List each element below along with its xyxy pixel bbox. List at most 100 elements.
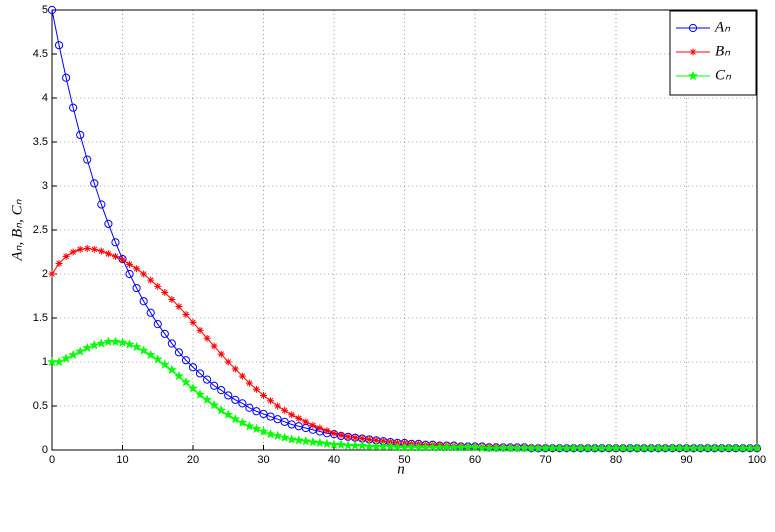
marker: [223, 409, 234, 420]
marker: [265, 428, 276, 439]
marker: [146, 308, 155, 317]
marker: [189, 318, 197, 326]
marker: [469, 442, 481, 452]
x-tick-label: 20: [187, 454, 199, 466]
marker: [139, 297, 148, 306]
marker: [188, 363, 198, 372]
marker: [337, 431, 345, 439]
legend-label: Cₙ: [715, 67, 732, 83]
marker: [365, 435, 373, 443]
marker: [111, 238, 120, 247]
marker: [344, 433, 352, 441]
marker: [147, 276, 155, 284]
marker: [252, 407, 261, 416]
y-tick-label: 1: [42, 356, 48, 368]
marker: [104, 250, 112, 258]
marker: [53, 356, 65, 367]
marker: [174, 348, 183, 357]
marker: [385, 441, 396, 451]
marker: [160, 329, 169, 338]
marker: [203, 375, 212, 384]
x-tick-label: 60: [469, 454, 481, 466]
marker: [295, 414, 303, 422]
marker: [76, 130, 85, 140]
marker: [90, 245, 98, 253]
marker: [173, 370, 184, 381]
x-tick-label: 40: [328, 454, 340, 466]
marker: [159, 359, 170, 369]
marker: [280, 417, 289, 426]
y-tick-label: 3.5: [33, 136, 48, 148]
marker: [161, 288, 169, 296]
legend-box: [669, 10, 757, 96]
marker: [237, 417, 248, 428]
x-tick-label: 100: [748, 454, 766, 466]
marker: [48, 270, 56, 278]
x-tick-label: 10: [116, 454, 128, 466]
marker: [152, 354, 163, 364]
marker: [302, 418, 310, 426]
x-tick-label: 90: [680, 454, 692, 466]
marker: [307, 436, 318, 447]
marker: [216, 405, 227, 415]
marker: [104, 219, 113, 228]
marker: [61, 353, 72, 363]
marker: [258, 426, 269, 436]
marker: [75, 346, 86, 356]
y-tick-label: 1.5: [33, 312, 48, 324]
x-axis-label: n: [397, 461, 405, 477]
marker: [358, 435, 366, 443]
marker: [111, 252, 119, 260]
marker: [224, 391, 233, 400]
marker: [273, 415, 282, 424]
marker: [76, 245, 84, 253]
marker: [97, 200, 106, 209]
marker: [357, 440, 368, 450]
marker: [238, 399, 247, 408]
marker: [351, 434, 359, 442]
marker: [167, 339, 176, 348]
y-tick-label: 0.5: [33, 400, 48, 412]
marker: [259, 409, 268, 419]
marker: [286, 434, 297, 444]
marker: [68, 349, 79, 360]
marker: [335, 439, 347, 450]
marker: [267, 397, 275, 405]
marker: [62, 73, 71, 82]
legend-marker: [687, 70, 699, 81]
marker: [154, 282, 162, 290]
y-tick-label: 2.5: [33, 224, 48, 236]
marker: [314, 437, 325, 448]
legend-label: Aₙ: [714, 19, 731, 35]
marker: [69, 248, 77, 256]
marker: [82, 342, 93, 353]
y-axis-label: Aₙ, Bₙ, Cₙ: [9, 198, 25, 261]
marker: [274, 402, 282, 410]
marker: [140, 270, 148, 278]
y-tick-label: 3: [42, 180, 48, 192]
marker: [187, 383, 199, 393]
marker: [300, 435, 311, 446]
marker: [180, 376, 192, 387]
marker: [293, 434, 304, 445]
marker: [288, 411, 296, 419]
marker: [126, 260, 134, 268]
legend-marker: [688, 23, 698, 33]
marker: [89, 339, 100, 350]
marker: [279, 432, 290, 442]
marker: [251, 423, 262, 434]
marker: [131, 341, 142, 352]
marker: [69, 103, 78, 112]
x-tick-label: 50: [398, 454, 410, 466]
marker: [231, 365, 239, 373]
marker: [321, 438, 333, 449]
marker: [238, 372, 246, 380]
marker: [110, 336, 121, 347]
marker: [252, 385, 260, 393]
marker: [138, 345, 149, 355]
marker: [96, 338, 107, 348]
marker: [181, 356, 191, 365]
marker: [372, 436, 380, 444]
x-tick-label: 30: [257, 454, 269, 466]
